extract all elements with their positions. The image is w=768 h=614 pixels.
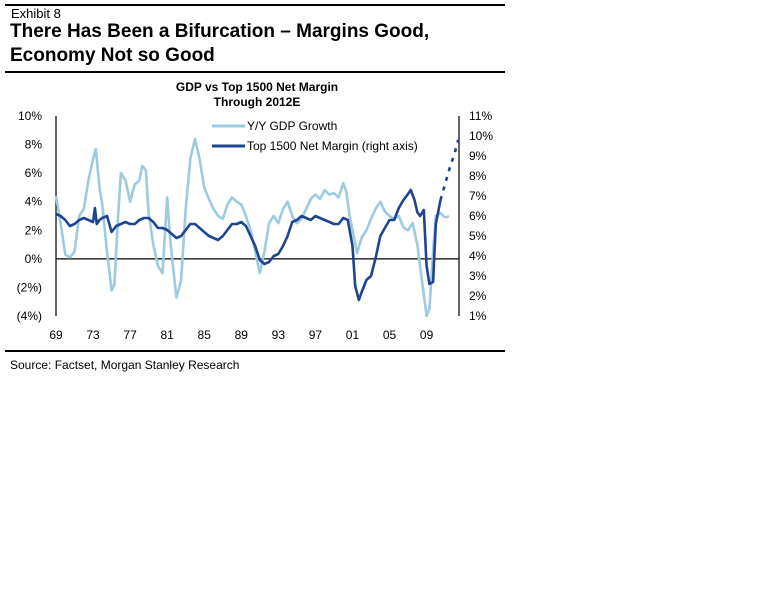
right-tick-label: 2% bbox=[469, 289, 487, 303]
x-tick-label: 97 bbox=[309, 328, 323, 342]
x-tick-label: 93 bbox=[272, 328, 286, 342]
right-axis: 11% 10% 9% 8% 7% 6% 5% 4% 3% 2% 1% bbox=[458, 109, 493, 323]
right-tick-label: 7% bbox=[469, 189, 487, 203]
top-rule bbox=[5, 4, 505, 6]
x-tick-label: 05 bbox=[383, 328, 397, 342]
right-tick-label: 4% bbox=[469, 249, 487, 263]
right-tick-label: 10% bbox=[469, 129, 493, 143]
right-tick-label: 5% bbox=[469, 229, 487, 243]
left-tick-label: 6% bbox=[25, 166, 43, 180]
x-tick-label: 85 bbox=[198, 328, 212, 342]
left-tick-label: (4%) bbox=[17, 309, 42, 323]
x-tick-label: 77 bbox=[123, 328, 137, 342]
left-tick-label: 4% bbox=[25, 195, 43, 209]
series-line-margin bbox=[55, 188, 442, 302]
x-tick-label: 69 bbox=[49, 328, 63, 342]
series-estimate-gdp bbox=[444, 214, 455, 219]
x-tick-label: 01 bbox=[346, 328, 360, 342]
x-tick-label: 09 bbox=[420, 328, 434, 342]
series-line-gdp bbox=[54, 137, 446, 318]
left-tick-label: (2%) bbox=[17, 280, 42, 294]
legend: Y/Y GDP Growth Top 1500 Net Margin (righ… bbox=[212, 119, 418, 153]
chart-title: GDP vs Top 1500 Net Margin bbox=[176, 80, 338, 94]
right-tick-label: 6% bbox=[469, 209, 487, 223]
left-axis: 10% 8% 6% 4% 2% 0% (2%) (4%) bbox=[17, 109, 57, 323]
right-tick-label: 9% bbox=[469, 149, 487, 163]
chart-subtitle: Through 2012E bbox=[214, 95, 301, 109]
right-tick-label: 3% bbox=[469, 269, 487, 283]
right-tick-label: 1% bbox=[469, 309, 487, 323]
series-estimate-margin bbox=[439, 139, 460, 201]
x-axis: 69 73 77 81 85 89 93 97 01 05 09 bbox=[49, 258, 459, 342]
x-tick-label: 73 bbox=[86, 328, 100, 342]
left-tick-label: 0% bbox=[25, 252, 43, 266]
x-tick-label: 89 bbox=[235, 328, 249, 342]
legend-label-gdp: Y/Y GDP Growth bbox=[247, 119, 337, 133]
right-tick-label: 8% bbox=[469, 169, 487, 183]
exhibit-label: Exhibit 8 bbox=[11, 6, 61, 21]
footer-divider bbox=[5, 350, 505, 352]
left-tick-label: 8% bbox=[25, 138, 43, 152]
chart: GDP vs Top 1500 Net Margin Through 2012E… bbox=[17, 80, 494, 342]
header-divider bbox=[5, 71, 505, 73]
series-layer bbox=[54, 137, 460, 318]
left-tick-label: 10% bbox=[18, 109, 42, 123]
x-tick-label: 81 bbox=[160, 328, 174, 342]
left-tick-label: 2% bbox=[25, 223, 43, 237]
headline: There Has Been a Bifurcation – Margins G… bbox=[10, 21, 430, 66]
legend-label-margin: Top 1500 Net Margin (right axis) bbox=[247, 139, 418, 153]
right-tick-label: 11% bbox=[469, 109, 492, 123]
source-note: Source: Factset, Morgan Stanley Research bbox=[10, 358, 240, 372]
